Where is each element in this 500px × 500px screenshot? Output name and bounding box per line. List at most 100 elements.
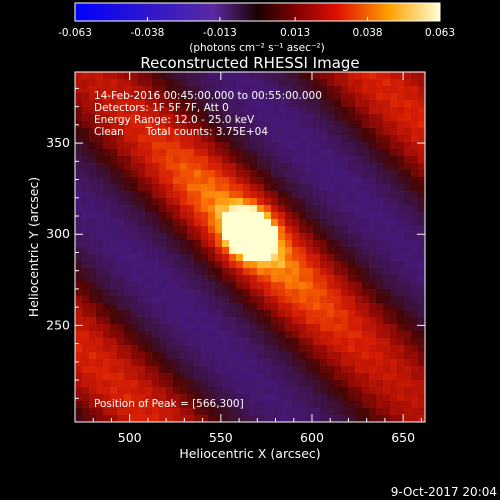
heatmap-cell <box>208 128 216 136</box>
heatmap-cell <box>334 121 342 129</box>
heatmap-cell <box>383 233 391 241</box>
colorbar-tick-label: 0.038 <box>353 27 383 39</box>
heatmap-cell <box>271 373 279 381</box>
heatmap-cell <box>180 233 188 241</box>
annotation-method: Clean <box>94 126 124 138</box>
heatmap-cell <box>201 163 209 171</box>
heatmap-cell <box>313 240 321 248</box>
heatmap-cell <box>250 296 258 304</box>
heatmap-cell <box>89 219 97 227</box>
heatmap-cell <box>138 282 146 290</box>
heatmap-cell <box>229 359 237 367</box>
heatmap-cell <box>376 282 384 290</box>
heatmap-cell <box>390 296 398 304</box>
heatmap-cell <box>397 191 405 199</box>
heatmap-cell <box>355 198 363 206</box>
heatmap-cell <box>341 268 349 276</box>
heatmap-cell <box>292 338 300 346</box>
heatmap-cell <box>334 268 342 276</box>
heatmap-cell <box>138 212 146 220</box>
heatmap-cell <box>341 72 349 80</box>
heatmap-cell <box>292 394 300 402</box>
heatmap-cell <box>173 324 181 332</box>
heatmap-cell <box>397 86 405 94</box>
heatmap-cell <box>117 296 125 304</box>
heatmap-cell <box>418 275 425 283</box>
heatmap-cell <box>320 373 328 381</box>
heatmap-cell <box>201 247 209 255</box>
heatmap-cell <box>397 289 405 297</box>
heatmap-cell <box>264 212 272 220</box>
heatmap-cell <box>362 401 370 409</box>
heatmap-cell <box>138 408 146 416</box>
heatmap-cell <box>285 79 293 87</box>
heatmap-cell <box>145 289 153 297</box>
heatmap-cell <box>180 128 188 136</box>
heatmap-cell <box>208 142 216 150</box>
heatmap-cell <box>166 289 174 297</box>
heatmap-cell <box>89 128 97 136</box>
heatmap-cell <box>390 415 398 422</box>
heatmap-cell <box>215 233 223 241</box>
heatmap-cell <box>313 261 321 269</box>
heatmap-cell <box>404 149 412 157</box>
heatmap-cell <box>131 100 139 108</box>
heatmap-cell <box>236 352 244 360</box>
heatmap-cell <box>257 268 265 276</box>
heatmap-cell <box>201 149 209 157</box>
heatmap-cell <box>306 359 314 367</box>
heatmap-cell <box>166 107 174 115</box>
heatmap-cell <box>236 268 244 276</box>
heatmap-cell <box>250 366 258 374</box>
heatmap-cell <box>341 114 349 122</box>
heatmap-cell <box>215 191 223 199</box>
heatmap-cell <box>229 352 237 360</box>
colorbar-tick-label: 0.013 <box>280 27 310 39</box>
heatmap-cell <box>313 205 321 213</box>
heatmap-cell <box>103 100 111 108</box>
heatmap-cell <box>348 387 356 395</box>
heatmap-cell <box>334 408 342 416</box>
heatmap-cell <box>229 324 237 332</box>
heatmap-cell <box>264 100 272 108</box>
heatmap-cell <box>180 184 188 192</box>
heatmap-cell <box>229 114 237 122</box>
heatmap-cell <box>418 86 425 94</box>
heatmap-cell <box>383 205 391 213</box>
heatmap-cell <box>103 401 111 409</box>
heatmap-cell <box>271 114 279 122</box>
heatmap-cell <box>117 163 125 171</box>
heatmap-cell <box>376 401 384 409</box>
heatmap-cell <box>271 310 279 318</box>
heatmap-cell <box>152 317 160 325</box>
heatmap-cell <box>131 142 139 150</box>
heatmap-cell <box>376 317 384 325</box>
heatmap-cell <box>306 121 314 129</box>
heatmap-cell <box>117 93 125 101</box>
heatmap-cell <box>397 268 405 276</box>
heatmap-cell <box>152 261 160 269</box>
x-axis-label: Heliocentric X (arcsec) <box>179 446 320 461</box>
heatmap-cell <box>369 261 377 269</box>
heatmap-cell <box>124 317 132 325</box>
heatmap-cell <box>96 254 104 262</box>
heatmap-cell <box>383 366 391 374</box>
heatmap-cell <box>229 170 237 178</box>
heatmap-cell <box>390 114 398 122</box>
heatmap-cell <box>194 317 202 325</box>
heatmap-cell <box>75 345 83 353</box>
heatmap-cell <box>201 86 209 94</box>
heatmap-cell <box>257 142 265 150</box>
heatmap-cell <box>159 254 167 262</box>
heatmap-cell <box>124 121 132 129</box>
heatmap-cell <box>306 177 314 185</box>
heatmap-cell <box>334 149 342 157</box>
heatmap-cell <box>124 177 132 185</box>
heatmap-cell <box>320 401 328 409</box>
heatmap-cell <box>383 212 391 220</box>
heatmap-cell <box>159 317 167 325</box>
heatmap-cell <box>418 233 425 241</box>
heatmap-cell <box>236 212 244 220</box>
heatmap-cell <box>334 198 342 206</box>
heatmap-cell <box>418 163 425 171</box>
